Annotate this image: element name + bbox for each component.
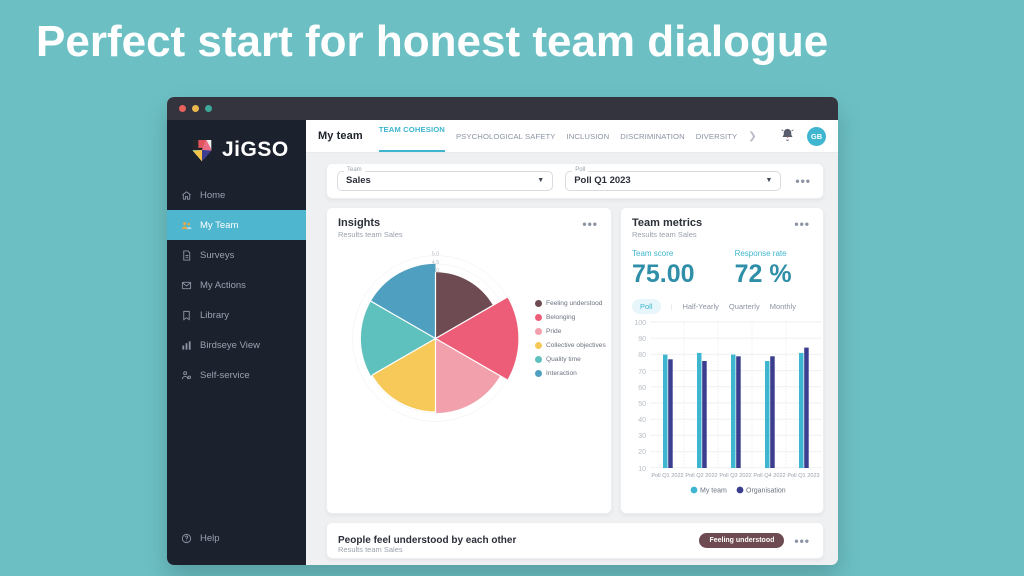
- svg-text:60: 60: [638, 385, 646, 392]
- svg-text:20: 20: [638, 449, 646, 456]
- svg-text:5.0: 5.0: [432, 252, 439, 258]
- svg-text:Poll Q3 2022: Poll Q3 2022: [719, 473, 751, 479]
- svg-text:40: 40: [638, 417, 646, 424]
- svg-text:70: 70: [638, 369, 646, 376]
- svg-text:Poll Q4 2022: Poll Q4 2022: [753, 473, 785, 479]
- svg-text:Poll Q1 2023: Poll Q1 2023: [787, 473, 819, 479]
- svg-text:80: 80: [638, 352, 646, 359]
- svg-text:Organisation: Organisation: [746, 488, 786, 495]
- svg-text:Poll Q1 2022: Poll Q1 2022: [651, 473, 683, 479]
- svg-text:90: 90: [638, 336, 646, 343]
- svg-text:Poll Q2 2022: Poll Q2 2022: [685, 473, 717, 479]
- svg-text:100: 100: [634, 320, 646, 327]
- svg-text:My team: My team: [700, 488, 727, 495]
- svg-text:30: 30: [638, 433, 646, 440]
- svg-text:50: 50: [638, 401, 646, 408]
- svg-text:10: 10: [638, 466, 646, 473]
